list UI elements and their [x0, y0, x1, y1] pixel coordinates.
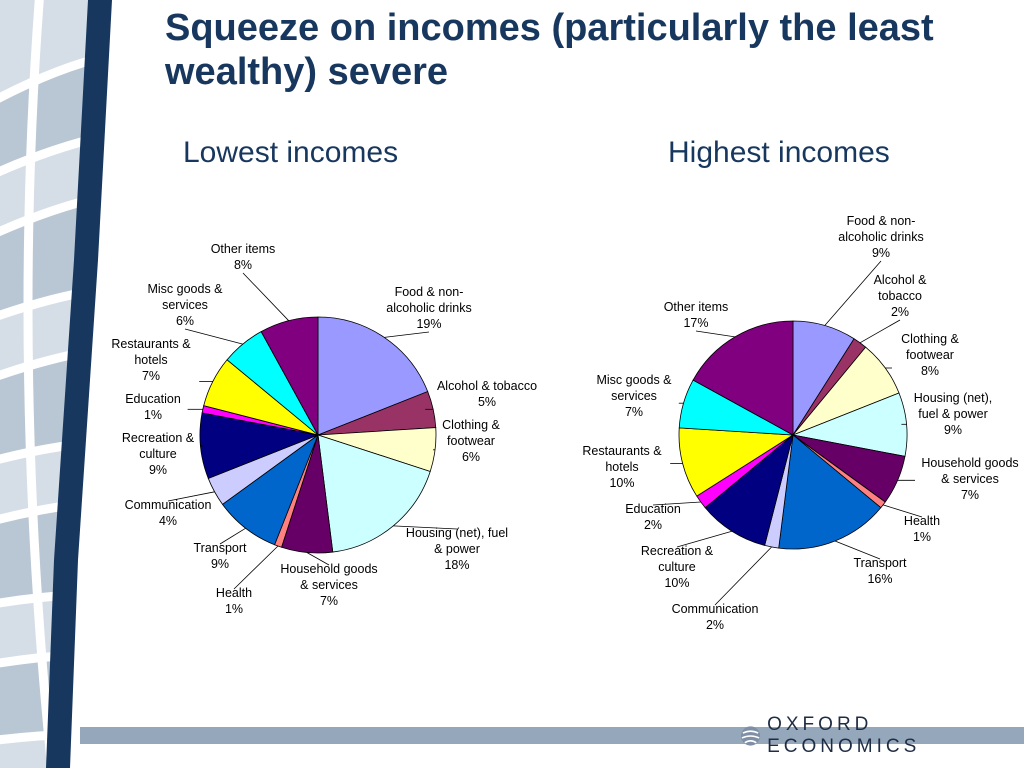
- slice-label-alcohol-tobacco: Alcohol & tobacco 2%: [874, 273, 927, 319]
- slice-label-health: Health 1%: [904, 514, 940, 544]
- slice-label-recreation-culture: Recreation & culture 10%: [641, 544, 714, 590]
- slice-label-household-goods-services: Household goods & services 7%: [921, 456, 1018, 502]
- slice-label-health: Health 1%: [216, 586, 252, 616]
- leader-line: [882, 504, 923, 518]
- leader-line: [824, 260, 882, 326]
- slice-label-food-non-alcoholic-drinks: Food & non-alcoholic drinks 19%: [386, 285, 471, 331]
- leader-line: [167, 491, 215, 502]
- pie-slice-other-items: [260, 316, 319, 436]
- slice-label-food-non-alcoholic-drinks: Food & non-alcoholic drinks 9%: [838, 214, 923, 260]
- leader-line: [219, 527, 246, 545]
- slice-label-household-goods-services: Household goods & services 7%: [280, 562, 377, 608]
- slice-label-education: Education 1%: [125, 392, 181, 422]
- leader-line: [184, 328, 243, 345]
- slice-label-transport: Transport 16%: [853, 556, 907, 586]
- pie-slice-transport: [778, 434, 882, 550]
- globe-icon: [740, 726, 761, 746]
- slice-label-misc-goods-services: Misc goods & services 6%: [147, 282, 223, 328]
- brand-logo: OXFORD ECONOMICS: [740, 714, 1024, 757]
- leader-line: [242, 272, 289, 321]
- slice-label-communication: Communication 4%: [125, 498, 212, 528]
- leader-line: [652, 501, 701, 506]
- slide-title: Squeeze on incomes (particularly the lea…: [165, 7, 934, 93]
- slice-label-education: Education 2%: [625, 502, 681, 532]
- slice-label-alcohol-tobacco: Alcohol & tobacco 5%: [437, 379, 537, 409]
- slice-label-clothing-footwear: Clothing & footwear 8%: [901, 332, 959, 378]
- slice-label-transport: Transport 9%: [193, 541, 247, 571]
- footer-bar: [80, 727, 1024, 744]
- slice-label-other-items: Other items 17%: [664, 300, 729, 330]
- leader-line: [714, 546, 772, 606]
- leader-line: [859, 319, 901, 344]
- slice-label-housing-net-fuel-power: Housing (net), fuel & power 9%: [914, 391, 993, 437]
- slice-label-clothing-footwear: Clothing & footwear 6%: [442, 418, 500, 464]
- pie-slice-recreation-culture: [704, 433, 794, 546]
- slice-label-communication: Communication 2%: [672, 602, 759, 632]
- chart-title-lowest-incomes: Lowest incomes: [183, 136, 399, 169]
- leader-line: [393, 525, 458, 530]
- pie-slice-restaurants-hotels: [678, 427, 795, 497]
- leader-line: [834, 540, 881, 560]
- slice-label-misc-goods-services: Misc goods & services 7%: [596, 373, 672, 419]
- slice-label-restaurants-hotels: Restaurants & hotels 10%: [582, 444, 662, 490]
- leader-line: [233, 545, 279, 590]
- slice-label-housing-net-fuel-power: Housing (net), fuel & power 18%: [406, 526, 508, 572]
- leader-line: [306, 552, 330, 566]
- leader-line: [384, 331, 430, 338]
- slice-label-recreation-culture: Recreation & culture 9%: [122, 431, 195, 477]
- leader-line: [676, 530, 733, 548]
- brand-name: OXFORD ECONOMICS: [767, 714, 921, 757]
- slice-label-restaurants-hotels: Restaurants & hotels 7%: [111, 337, 191, 383]
- pie-slice-housing-net-fuel-power: [317, 434, 431, 553]
- leader-line: [695, 330, 736, 338]
- chart-title-highest-incomes: Highest incomes: [668, 136, 890, 169]
- slice-label-other-items: Other items 8%: [211, 242, 276, 272]
